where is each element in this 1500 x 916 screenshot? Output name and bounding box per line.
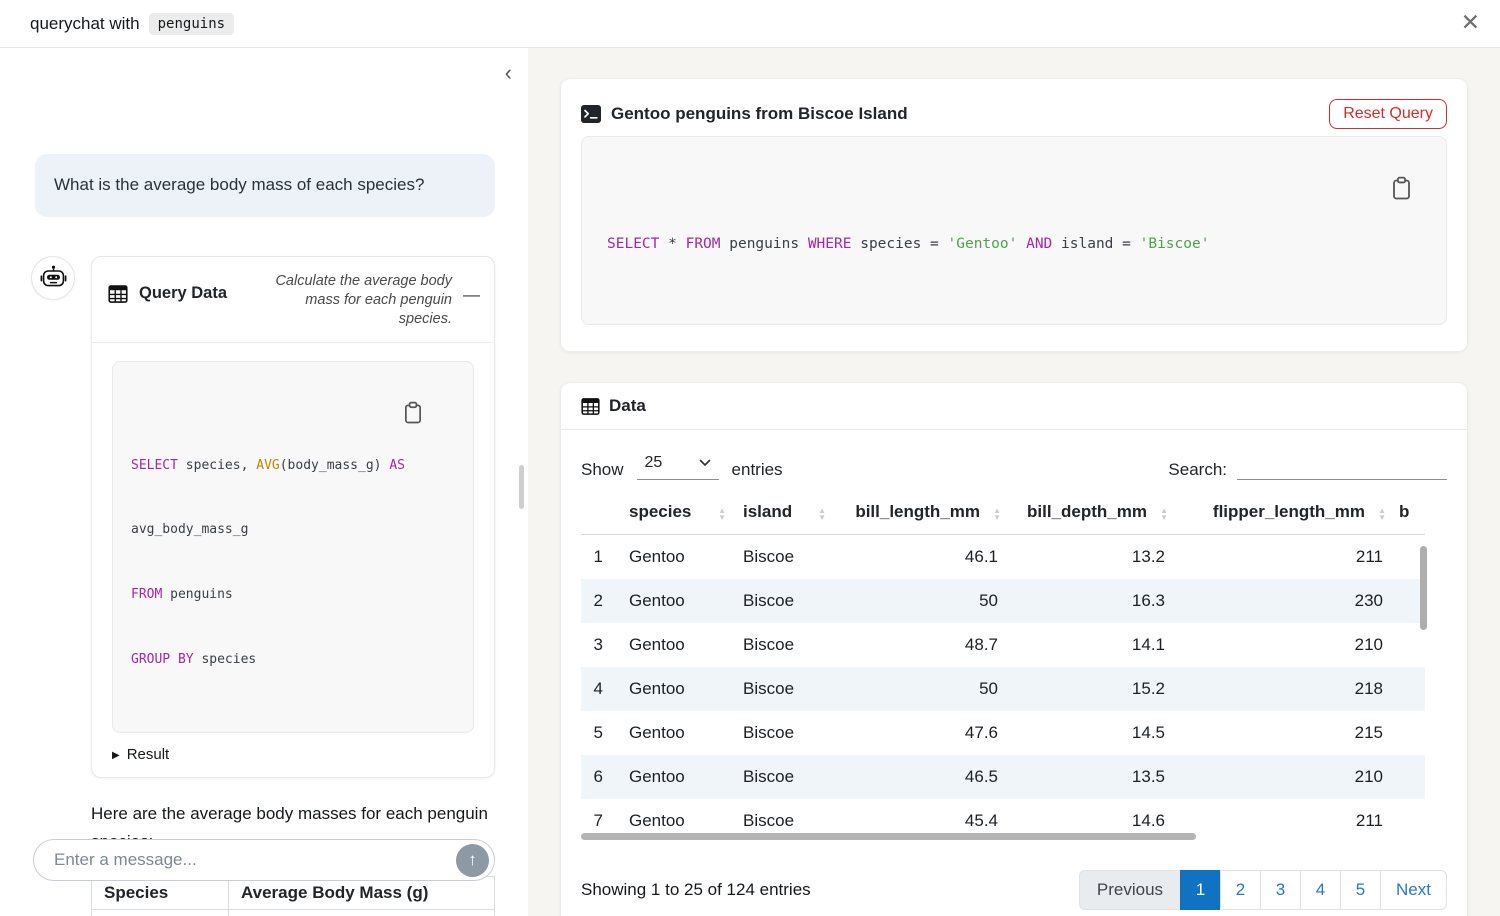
chat-sidebar: ‹ What is the average body mass of each … xyxy=(0,48,528,916)
data-card-header: Data xyxy=(561,383,1467,431)
penguins-data-table: species ▲ ▼ island ▲ ▼ bill_length_mm ▲ ▼ bill… xyxy=(581,496,1425,843)
chevron-left-icon[interactable]: ‹ xyxy=(504,60,512,85)
summary-header-species: Species xyxy=(91,875,229,910)
page-size-select[interactable]: 25 xyxy=(636,454,719,481)
sort-arrows-icon[interactable]: ▲ ▼ xyxy=(718,506,726,522)
chat-scrollbar[interactable] xyxy=(519,465,524,509)
table-row: 5 Gentoo Biscoe 47.6 14.5 215 xyxy=(593,723,1383,743)
sort-arrows-icon[interactable]: ▲ ▼ xyxy=(818,506,826,522)
sort-header-island[interactable]: island ▲ ▼ xyxy=(743,502,826,522)
table-row: 3 Gentoo Biscoe 48.7 14.1 210 xyxy=(593,635,1383,655)
assistant-message: Query Data Calculate the average body ma… xyxy=(31,255,495,778)
robot-avatar-icon xyxy=(31,255,75,300)
sql-line: SELECT * FROM penguins WHERE species = '… xyxy=(607,236,1210,253)
pagination-page-4[interactable]: 4 xyxy=(1300,870,1342,911)
table-row: 2 Gentoo Biscoe 50 16.3 230 xyxy=(581,579,1425,624)
query-title: Gentoo penguins from Biscoe Island xyxy=(611,104,908,123)
message-input[interactable] xyxy=(54,850,456,870)
chevron-down-icon xyxy=(699,459,711,467)
tool-card-title-label: Query Data xyxy=(139,284,228,303)
copy-icon[interactable] xyxy=(403,371,462,454)
tool-card-description: Calculate the average body mass for each… xyxy=(275,272,452,327)
send-button[interactable]: ↑ xyxy=(456,843,489,877)
copy-icon[interactable] xyxy=(1391,146,1435,230)
pagination-page-1[interactable]: 1 xyxy=(1180,870,1222,911)
dataset-chip: penguins xyxy=(148,12,235,35)
main-panel: Gentoo penguins from Biscoe Island Reset… xyxy=(528,48,1500,916)
data-header-row: species ▲ ▼ island ▲ ▼ bill_length_mm ▲ ▼ bill… xyxy=(581,496,1425,535)
sort-arrows-icon[interactable]: ▲ ▼ xyxy=(1160,506,1168,522)
sql-line: avg_body_mass_g xyxy=(131,522,249,538)
tool-card-title: Query Data xyxy=(108,284,227,304)
search-control: Search: xyxy=(1168,454,1447,481)
sql-line: GROUP BY species xyxy=(131,651,257,667)
result-label: Result xyxy=(126,745,170,763)
terminal-icon xyxy=(581,105,601,123)
table-icon xyxy=(581,397,600,416)
sql-line: SELECT species, AVG(body_mass_g) AS xyxy=(131,457,405,473)
user-message: What is the average body mass of each sp… xyxy=(35,154,495,217)
entries-label: entries xyxy=(731,460,783,480)
sort-header-flipper-length[interactable]: flipper_length_mm ▲ ▼ xyxy=(1212,502,1386,522)
sql-code-block: SELECT * FROM penguins WHERE species = '… xyxy=(581,136,1447,326)
sort-header-body-mass-clipped[interactable]: b xyxy=(1399,502,1410,522)
sort-header-bill-depth[interactable]: bill_depth_mm ▲ ▼ xyxy=(1027,502,1168,522)
table-footer: Showing 1 to 25 of 124 entries Previous … xyxy=(561,858,1467,916)
sort-header-species[interactable]: species ▲ ▼ xyxy=(629,502,726,522)
data-card: Data Show 25 entries Sear xyxy=(560,382,1468,916)
topbar: querychat with penguins ✕ xyxy=(0,0,1500,48)
message-input-wrap: ↑ xyxy=(33,839,495,881)
result-toggle[interactable]: ▶ Result xyxy=(112,746,474,763)
close-icon[interactable]: ✕ xyxy=(1460,9,1480,35)
summary-header-row: Species Average Body Mass (g) xyxy=(91,875,495,910)
pagination-next[interactable]: Next xyxy=(1380,870,1447,911)
table-row: 1 Gentoo Biscoe 46.1 13.2 211 xyxy=(593,547,1383,567)
pagination-previous[interactable]: Previous xyxy=(1078,870,1182,911)
tool-card-header: Query Data Calculate the average body ma… xyxy=(92,257,494,343)
search-label: Search: xyxy=(1168,460,1227,480)
sort-header-bill-length[interactable]: bill_length_mm ▲ ▼ xyxy=(855,502,1001,522)
sort-arrows-icon[interactable]: ▲ ▼ xyxy=(993,506,1001,522)
table-row: 4 Gentoo Biscoe 50 15.2 218 xyxy=(581,667,1425,712)
vertical-scrollbar[interactable] xyxy=(1420,546,1427,631)
pagination-page-2[interactable]: 2 xyxy=(1220,870,1262,911)
page-size-value: 25 xyxy=(644,454,663,472)
query-data-tool-card: Query Data Calculate the average body ma… xyxy=(91,255,495,778)
reset-query-button[interactable]: Reset Query xyxy=(1329,99,1447,129)
table-controls: Show 25 entries Search: xyxy=(561,430,1467,481)
data-card-title: Data xyxy=(609,396,646,416)
showing-entries-text: Showing 1 to 25 of 124 entries xyxy=(581,880,811,900)
arrow-up-icon: ↑ xyxy=(468,850,477,869)
sort-arrows-icon[interactable]: ▲ ▼ xyxy=(1378,506,1386,522)
sql-code-block: SELECT species, AVG(body_mass_g) AS avg_… xyxy=(112,360,474,733)
caret-right-icon: ▶ xyxy=(112,749,120,761)
pagination-page-3[interactable]: 3 xyxy=(1260,870,1302,911)
search-input[interactable] xyxy=(1237,454,1447,481)
pagination: Previous 1 2 3 4 5 Next xyxy=(1078,870,1447,911)
tool-card-body: SELECT species, AVG(body_mass_g) AS avg_… xyxy=(92,343,494,777)
species-mass-table: Species Average Body Mass (g) Adelie 3,7… xyxy=(91,875,495,916)
table-row: 6 Gentoo Biscoe 46.5 13.5 210 xyxy=(581,755,1425,800)
show-label: Show xyxy=(581,460,624,480)
pagination-page-5[interactable]: 5 xyxy=(1340,870,1382,911)
data-table-wrap: species ▲ ▼ island ▲ ▼ bill_length_mm ▲ ▼ bill… xyxy=(581,496,1447,858)
summary-header-mass: Average Body Mass (g) xyxy=(228,875,495,910)
row-number-header xyxy=(581,496,611,535)
sql-line: FROM penguins xyxy=(131,587,233,603)
table-row: Adelie 3,701 xyxy=(91,908,495,916)
table-row: 7 Gentoo Biscoe 45.4 14.6 211 xyxy=(593,811,1383,831)
page-length-control: Show 25 entries xyxy=(581,454,783,481)
app-title: querychat with xyxy=(30,13,140,33)
horizontal-scrollbar[interactable] xyxy=(581,833,1196,841)
query-card-header: Gentoo penguins from Biscoe Island Reset… xyxy=(581,92,1447,136)
current-query-card: Gentoo penguins from Biscoe Island Reset… xyxy=(560,78,1468,353)
table-icon xyxy=(108,284,128,304)
collapse-minus-icon[interactable]: — xyxy=(463,284,480,304)
